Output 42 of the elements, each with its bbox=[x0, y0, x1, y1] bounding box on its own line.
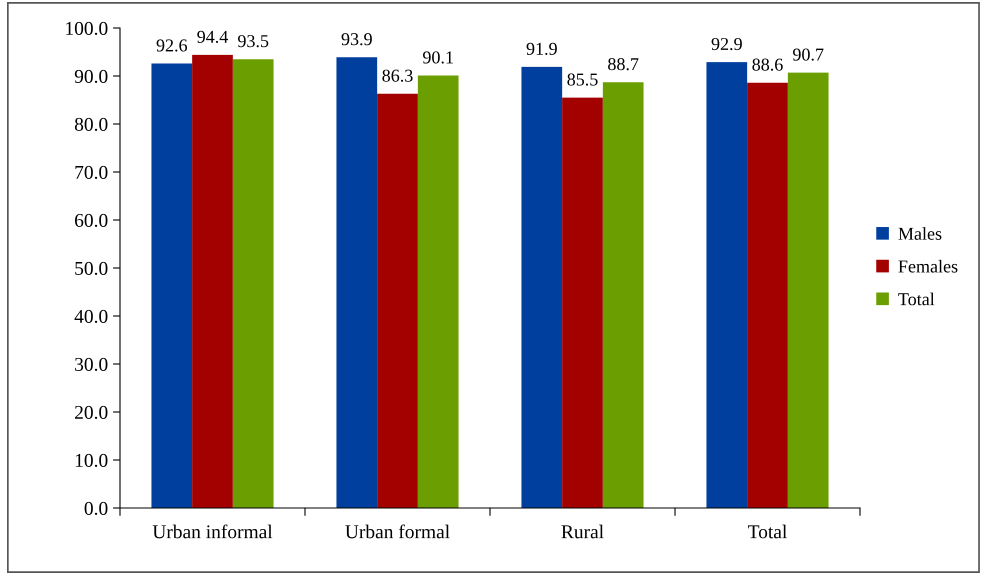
data-label: 92.6 bbox=[156, 39, 188, 52]
bar bbox=[418, 76, 459, 508]
x-tick-label: Urban formal bbox=[345, 524, 450, 538]
data-label: 90.1 bbox=[422, 51, 453, 64]
y-tick-label: 0.0 bbox=[84, 502, 108, 516]
y-tick-label: 10.0 bbox=[76, 454, 108, 468]
y-tick-label: 50.0 bbox=[75, 262, 108, 276]
y-tick-label: 80.0 bbox=[74, 118, 108, 132]
bar bbox=[706, 62, 748, 508]
data-label: 85.5 bbox=[567, 73, 598, 86]
bar bbox=[377, 94, 418, 508]
y-tick-label: 60.0 bbox=[75, 214, 108, 228]
legend-label: Males bbox=[898, 227, 942, 240]
bar bbox=[602, 82, 644, 508]
bar bbox=[336, 57, 378, 508]
data-label: 91.9 bbox=[526, 42, 557, 55]
bar bbox=[788, 72, 829, 508]
bar bbox=[232, 59, 274, 508]
bar bbox=[747, 82, 788, 508]
y-tick-label: 90.0 bbox=[74, 70, 108, 84]
data-label: 94.4 bbox=[197, 30, 228, 43]
legend-label: Total bbox=[898, 292, 934, 306]
data-label: 90.7 bbox=[792, 48, 824, 61]
y-tick-label: 100.0 bbox=[66, 22, 108, 36]
y-tick-label: 20.0 bbox=[75, 406, 108, 420]
data-label: 93.5 bbox=[238, 35, 268, 48]
y-tick-label: 30.0 bbox=[75, 358, 108, 372]
y-tick-label: 40.0 bbox=[74, 310, 108, 324]
data-label: 88.6 bbox=[752, 58, 783, 71]
bar bbox=[192, 54, 233, 508]
bar bbox=[521, 66, 562, 508]
x-tick-label: Urban informal bbox=[152, 524, 272, 538]
data-label: 93.9 bbox=[342, 33, 372, 46]
y-tick-label: 70.0 bbox=[75, 166, 108, 180]
bar bbox=[562, 98, 603, 508]
bar bbox=[151, 64, 192, 508]
x-tick-label: Rural bbox=[561, 524, 604, 538]
data-label: 86.3 bbox=[382, 70, 413, 82]
x-tick-label: Total bbox=[748, 524, 787, 538]
data-label: 88.7 bbox=[608, 58, 638, 70]
data-label: 92.9 bbox=[712, 38, 742, 50]
legend-label: Females bbox=[898, 260, 958, 273]
